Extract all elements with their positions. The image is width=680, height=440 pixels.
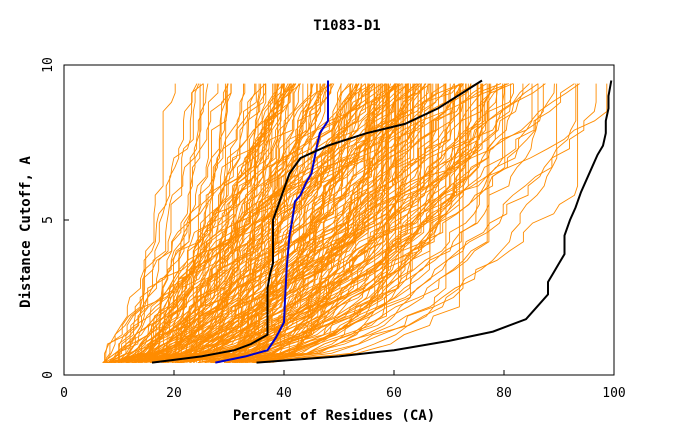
model-curve bbox=[268, 83, 577, 364]
model-curve bbox=[136, 83, 324, 363]
model-curve bbox=[125, 83, 389, 364]
model-curve bbox=[121, 83, 201, 364]
model-curve bbox=[253, 83, 447, 364]
model-curve bbox=[180, 83, 331, 364]
model-curve bbox=[258, 83, 382, 363]
model-curve bbox=[223, 83, 292, 363]
model-curve bbox=[162, 83, 318, 363]
model-curve bbox=[172, 83, 257, 363]
chart-title: T1083-D1 bbox=[313, 18, 380, 34]
model-curve bbox=[226, 83, 597, 364]
x-tick-label: 40 bbox=[276, 386, 292, 401]
model-curve bbox=[223, 83, 409, 363]
model-curve bbox=[249, 83, 506, 363]
highlight-curves bbox=[151, 79, 613, 364]
model-curve bbox=[155, 83, 484, 364]
model-curve bbox=[115, 83, 375, 363]
model-curve bbox=[198, 83, 558, 364]
model-curve bbox=[131, 83, 226, 364]
model-curve bbox=[165, 83, 425, 363]
x-tick-label: 20 bbox=[166, 386, 182, 401]
y-tick-label: 0 bbox=[41, 371, 56, 379]
model-curve bbox=[146, 83, 360, 363]
model-curve bbox=[102, 83, 498, 364]
model-curve bbox=[204, 83, 490, 364]
model-curve bbox=[193, 83, 546, 363]
model-curve bbox=[234, 83, 492, 364]
x-axis-label: Percent of Residues (CA) bbox=[233, 408, 435, 424]
model-curve bbox=[237, 83, 397, 363]
model-curve bbox=[118, 83, 399, 364]
model-curve bbox=[107, 83, 200, 364]
model-curve bbox=[137, 83, 228, 363]
model-curve bbox=[236, 83, 402, 364]
model-curve bbox=[193, 83, 396, 363]
model-curve bbox=[102, 83, 264, 363]
model-curve bbox=[188, 83, 256, 363]
model-curve bbox=[242, 83, 399, 364]
model-curve bbox=[197, 83, 544, 364]
model-curve bbox=[232, 83, 579, 364]
model-curve bbox=[181, 83, 445, 364]
x-tick-label: 60 bbox=[386, 386, 402, 401]
y-axis-label: Distance Cutoff, A bbox=[18, 156, 34, 308]
model-curve bbox=[154, 83, 260, 363]
model-curve bbox=[135, 83, 395, 364]
model-curve bbox=[218, 83, 498, 364]
model-curve bbox=[224, 83, 432, 364]
model-curve bbox=[107, 83, 209, 363]
model-curve bbox=[103, 83, 204, 363]
model-curve bbox=[229, 83, 366, 364]
model-curve bbox=[244, 83, 437, 363]
model-curve bbox=[225, 83, 283, 363]
model-curve bbox=[251, 83, 498, 364]
highlight-curve-2 bbox=[151, 79, 483, 364]
model-curve bbox=[131, 83, 477, 364]
model-curve bbox=[214, 83, 434, 364]
model-curve bbox=[254, 83, 507, 364]
x-tick-label: 0 bbox=[60, 386, 68, 401]
model-curve bbox=[104, 83, 176, 363]
model-curve bbox=[272, 83, 351, 364]
model-curve bbox=[199, 83, 275, 363]
model-curve bbox=[185, 83, 330, 363]
y-tick-label: 5 bbox=[41, 216, 56, 224]
model-curve bbox=[249, 83, 326, 363]
model-curve bbox=[261, 83, 487, 363]
model-curve bbox=[125, 83, 198, 363]
model-curve bbox=[228, 83, 488, 364]
model-curve bbox=[139, 83, 410, 363]
model-curve bbox=[111, 83, 289, 364]
model-curve bbox=[244, 83, 376, 364]
y-axis: 0 5 10 bbox=[41, 57, 69, 379]
model-curve bbox=[233, 83, 403, 363]
model-curve bbox=[266, 83, 379, 364]
model-curve bbox=[108, 83, 446, 364]
model-curve bbox=[181, 83, 389, 364]
model-curve bbox=[133, 83, 229, 363]
y-tick-label: 10 bbox=[41, 57, 56, 73]
background-curves bbox=[102, 83, 608, 364]
highlight-curve-1 bbox=[215, 80, 329, 364]
model-curve bbox=[117, 83, 398, 363]
model-curve bbox=[215, 83, 467, 364]
model-curve bbox=[138, 83, 313, 364]
model-curve bbox=[158, 83, 334, 363]
highlight-curve-3 bbox=[256, 80, 613, 364]
model-curve bbox=[135, 83, 418, 364]
model-curve bbox=[263, 83, 357, 364]
x-tick-label: 80 bbox=[496, 386, 512, 401]
model-curve bbox=[168, 83, 232, 363]
model-curve bbox=[205, 83, 408, 364]
x-tick-label: 100 bbox=[602, 386, 625, 401]
model-curve bbox=[241, 83, 464, 364]
model-curve bbox=[212, 83, 580, 363]
x-axis: 0 20 40 60 80 100 bbox=[60, 370, 626, 401]
model-curve bbox=[164, 83, 431, 364]
